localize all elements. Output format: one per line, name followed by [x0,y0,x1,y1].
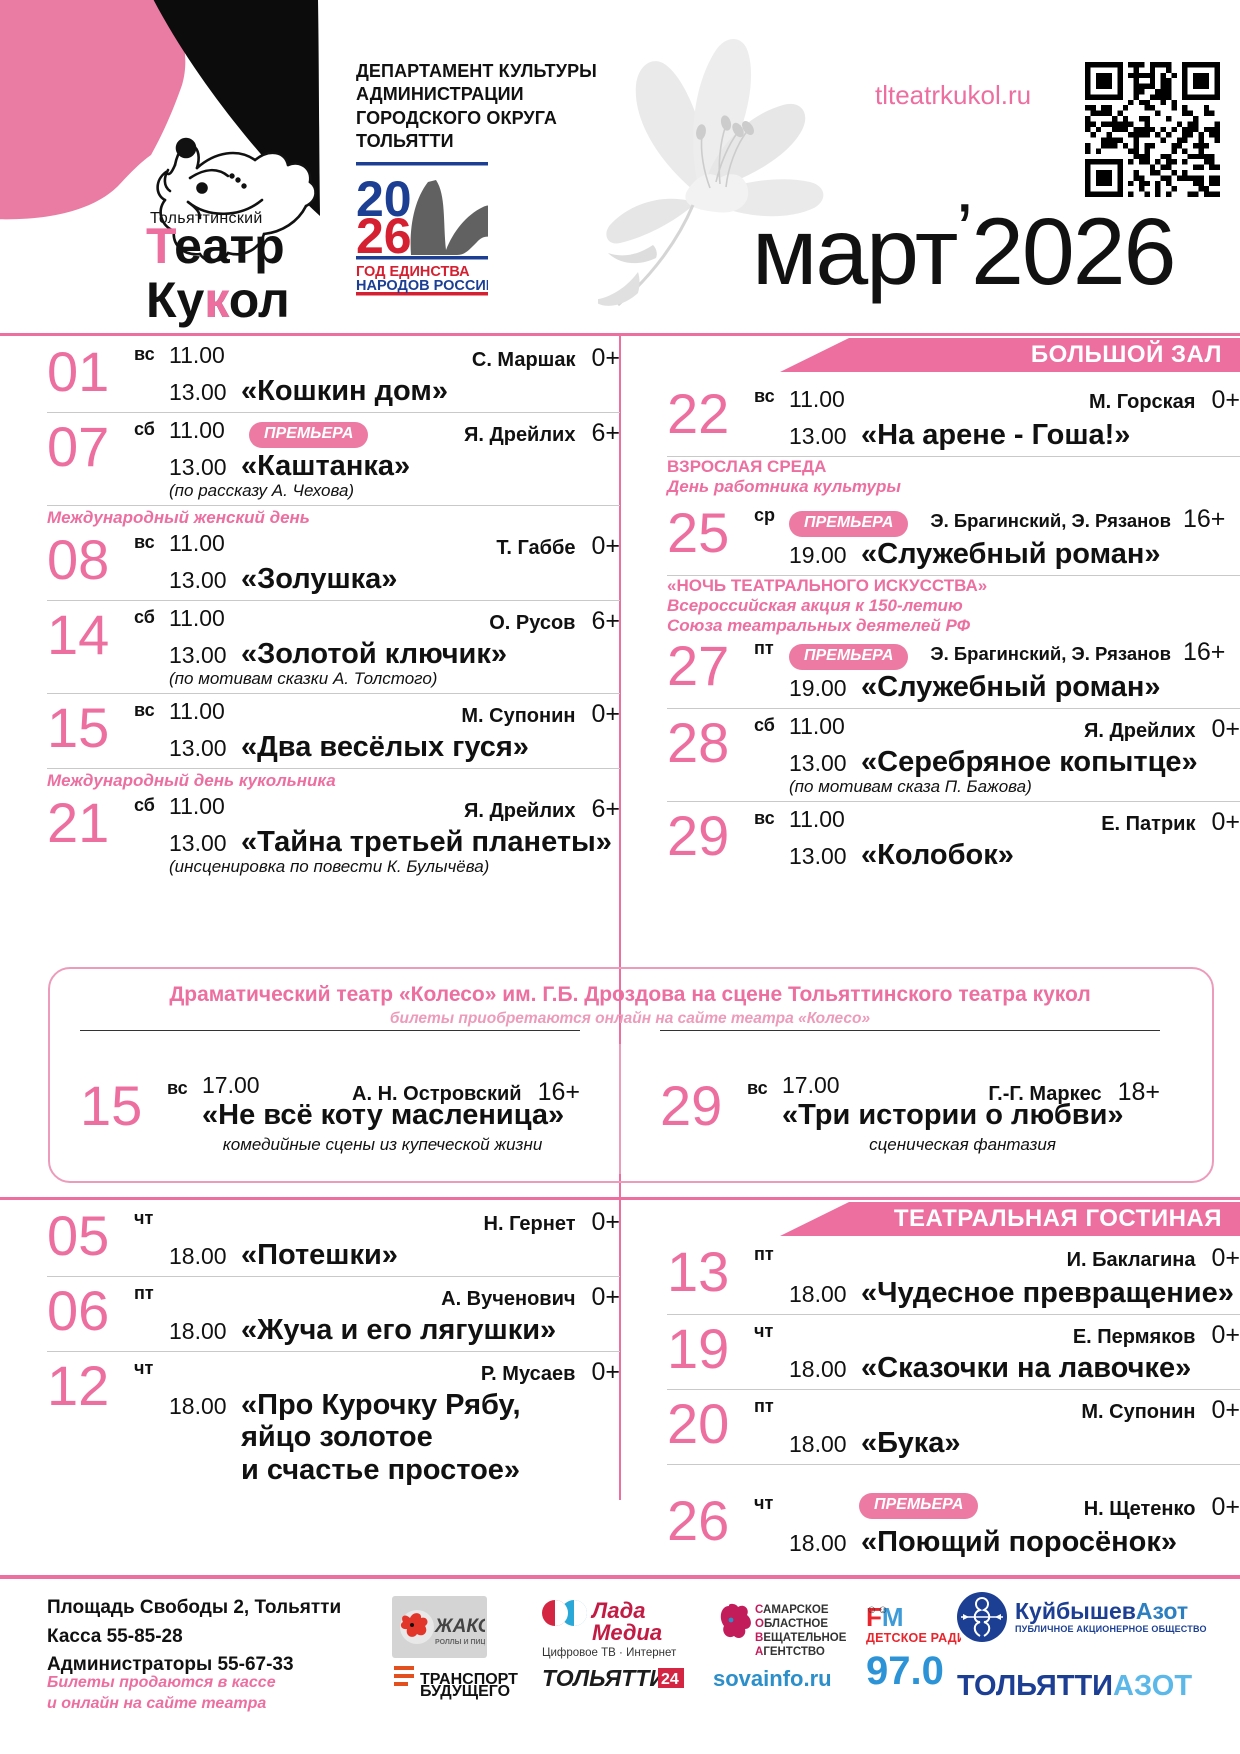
svg-text:Цифровое ТВ · Интернет: Цифровое ТВ · Интернет [542,1647,677,1659]
svg-text:АГЕНТСТВО: АГЕНТСТВО [755,1646,825,1658]
svg-text:ОБЛАСТНОЕ: ОБЛАСТНОЕ [755,1618,828,1630]
svg-text:24: 24 [661,1671,679,1688]
svg-text:sovainfo.ru: sovainfo.ru [713,1666,832,1691]
svg-text:НАРОДОВ РОССИИ: НАРОДОВ РОССИИ [356,278,488,294]
svg-text:26: 26 [356,208,412,264]
svg-text:ЖАКО: ЖАКО [434,1616,485,1637]
svg-text:☺☺: ☺☺ [866,1604,888,1616]
svg-text:САМАРСКОЕ: САМАРСКОЕ [755,1604,829,1616]
svg-text:ВЕЩАТЕЛЬНОЕ: ВЕЩАТЕЛЬНОЕ [755,1632,847,1644]
svg-text:ДЕТСКОЕ РАДИО: ДЕТСКОЕ РАДИО [866,1631,961,1645]
svg-text:БУДУЩЕГО: БУДУЩЕГО [420,1683,510,1700]
svg-text:РОЛЛЫ И ПИЦЦА: РОЛЛЫ И ПИЦЦА [435,1639,485,1646]
svg-text:Медиа: Медиа [592,1620,662,1645]
svg-text:97.0: 97.0 [866,1649,944,1693]
svg-text:ТОЛЬЯТТИ: ТОЛЬЯТТИ [542,1665,666,1691]
